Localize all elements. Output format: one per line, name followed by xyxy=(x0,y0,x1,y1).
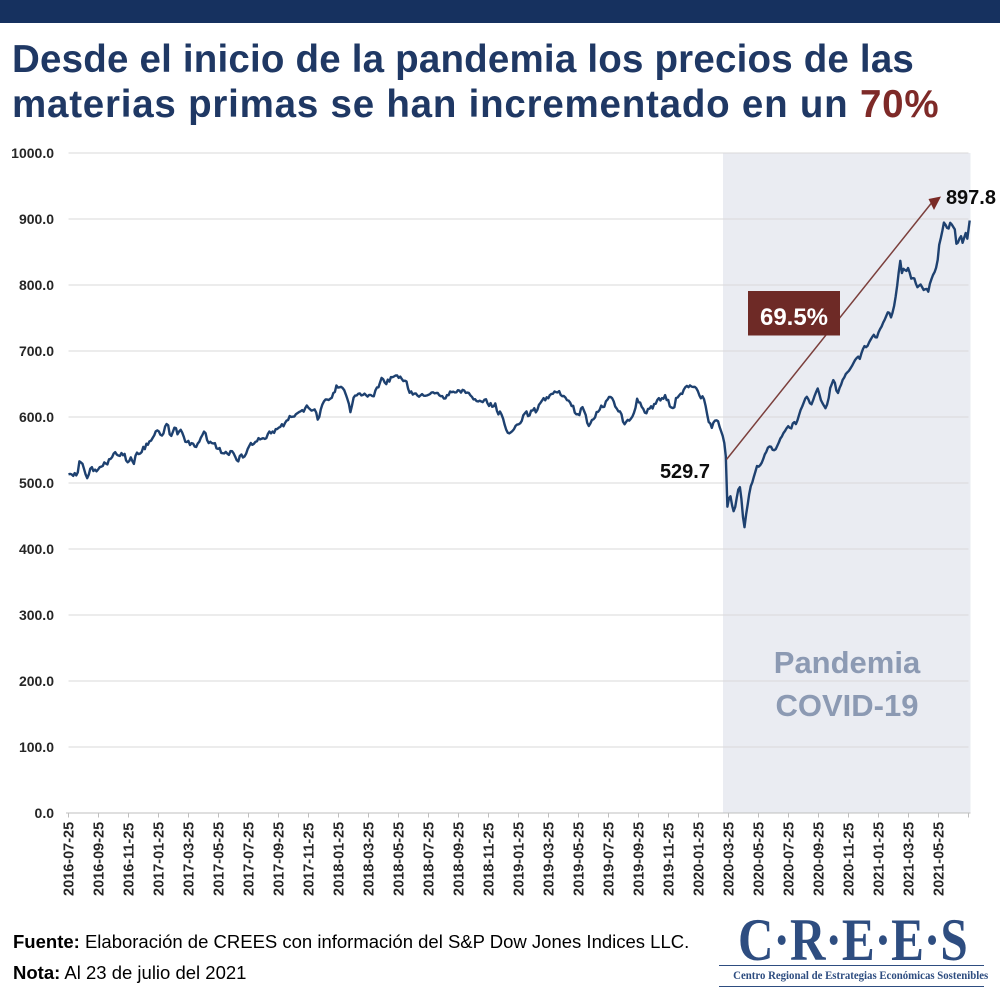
svg-text:2017-03-25: 2017-03-25 xyxy=(182,822,198,896)
svg-text:2019-01-25: 2019-01-25 xyxy=(512,822,528,896)
svg-text:2020-09-25: 2020-09-25 xyxy=(812,822,828,896)
svg-text:2017-05-25: 2017-05-25 xyxy=(212,822,228,896)
svg-text:2018-11-25: 2018-11-25 xyxy=(482,823,498,896)
svg-text:2020-01-25: 2020-01-25 xyxy=(692,822,708,896)
svg-text:2020-03-25: 2020-03-25 xyxy=(722,822,738,896)
svg-text:200.0: 200.0 xyxy=(19,673,54,689)
svg-text:2019-03-25: 2019-03-25 xyxy=(542,822,558,896)
svg-text:2018-03-25: 2018-03-25 xyxy=(362,822,378,896)
svg-text:2017-11-25: 2017-11-25 xyxy=(302,823,318,896)
svg-text:2020-11-25: 2020-11-25 xyxy=(842,823,858,896)
svg-text:700.0: 700.0 xyxy=(19,343,54,359)
svg-text:100.0: 100.0 xyxy=(19,739,54,755)
svg-text:400.0: 400.0 xyxy=(19,541,54,557)
svg-text:600.0: 600.0 xyxy=(19,409,54,425)
svg-text:2019-07-25: 2019-07-25 xyxy=(602,822,618,896)
svg-text:2016-11-25: 2016-11-25 xyxy=(122,823,138,896)
svg-text:2017-01-25: 2017-01-25 xyxy=(152,822,168,896)
svg-text:2017-09-25: 2017-09-25 xyxy=(272,822,288,896)
svg-text:0.0: 0.0 xyxy=(35,805,55,821)
svg-text:800.0: 800.0 xyxy=(19,277,54,293)
svg-text:Pandemia: Pandemia xyxy=(774,645,921,680)
svg-text:900.0: 900.0 xyxy=(19,211,54,227)
svg-text:300.0: 300.0 xyxy=(19,607,54,623)
svg-text:2019-09-25: 2019-09-25 xyxy=(632,822,648,896)
svg-text:2018-05-25: 2018-05-25 xyxy=(392,822,408,896)
svg-text:2020-05-25: 2020-05-25 xyxy=(752,822,768,896)
svg-text:2016-07-25: 2016-07-25 xyxy=(62,822,78,896)
svg-text:2018-01-25: 2018-01-25 xyxy=(332,822,348,896)
svg-text:2021-05-25: 2021-05-25 xyxy=(932,822,948,896)
svg-text:2019-05-25: 2019-05-25 xyxy=(572,822,588,896)
svg-text:2021-01-25: 2021-01-25 xyxy=(872,822,888,896)
svg-text:COVID-19: COVID-19 xyxy=(776,688,919,723)
svg-text:2016-09-25: 2016-09-25 xyxy=(92,822,108,896)
svg-text:529.7: 529.7 xyxy=(660,461,710,483)
svg-text:2020-07-25: 2020-07-25 xyxy=(782,822,798,896)
svg-text:2018-09-25: 2018-09-25 xyxy=(452,822,468,896)
svg-text:69.5%: 69.5% xyxy=(760,304,828,331)
svg-text:2018-07-25: 2018-07-25 xyxy=(422,822,438,896)
svg-text:2019-11-25: 2019-11-25 xyxy=(662,823,678,896)
svg-text:2017-07-25: 2017-07-25 xyxy=(242,822,258,896)
svg-text:500.0: 500.0 xyxy=(19,475,54,491)
svg-text:1000.0: 1000.0 xyxy=(11,145,54,161)
svg-text:897.8: 897.8 xyxy=(946,187,996,209)
svg-text:2021-03-25: 2021-03-25 xyxy=(902,822,918,896)
